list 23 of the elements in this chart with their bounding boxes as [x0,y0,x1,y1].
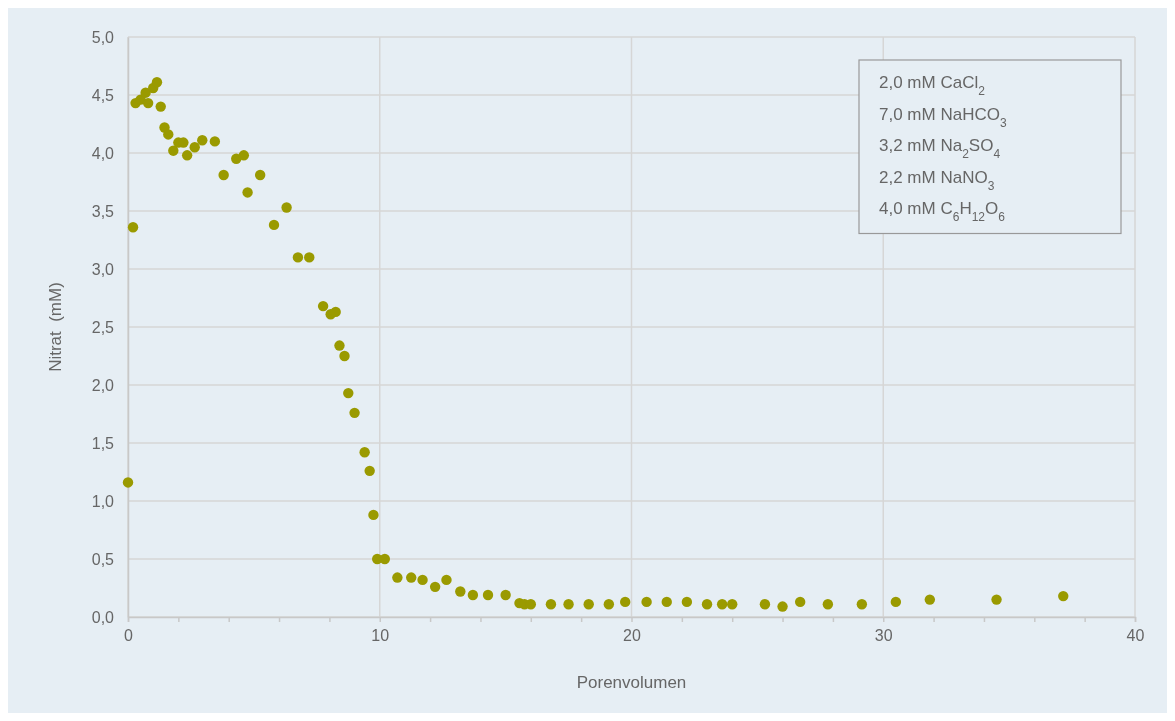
y-tick-label: 1,5 [91,434,115,452]
x-tick-label: 10 [371,627,390,645]
x-tick-label: 20 [623,627,641,645]
x-tick-label: 40 [1126,627,1145,645]
y-tick-label: 2,0 [91,376,115,394]
annotation: 4,0 mM C$_{6}$H$_{12}$O$_{6}$ [879,199,1006,224]
annotation: 2,0 mM CaCl$_{2}$ [879,73,986,98]
annotation: 2,2 mM NaNO$_{3}$ [879,167,995,193]
annotation: 3,2 mM Na$_{2}$SO$_{4}$ [879,136,1001,161]
x-tick-label: 0 [124,627,134,645]
x-tick-label: 30 [874,627,893,645]
y-tick-label: 5,0 [91,28,115,46]
y-tick-label: 1,0 [91,492,115,510]
annotation: 7,0 mM NaHCO$_{3}$ [879,104,1007,130]
y-tick-label: 4,5 [91,86,115,104]
y-tick-label: 2,5 [91,318,115,336]
y-tick-label: 3,5 [91,202,115,220]
y-tick-label: 3,0 [91,260,115,278]
y-tick-label: 0,5 [91,550,115,568]
x-axis-title: Porenvolumen [576,673,687,692]
y-tick-label: 4,0 [91,144,115,162]
y-tick-label: 0,0 [91,608,115,626]
y-axis-title: Nitrat (mM) [46,282,65,372]
